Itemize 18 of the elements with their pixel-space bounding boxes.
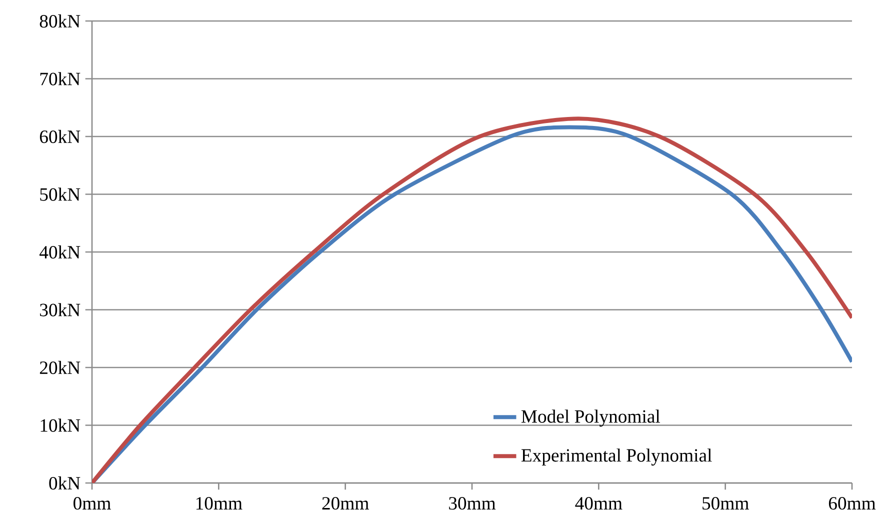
y-tick-label: 30kN [40,303,80,316]
y-tick-label: 60kN [40,130,80,144]
x-tick-label: 30mm [449,497,496,510]
x-tick-label: 20mm [322,497,369,510]
y-tick-label: 40kN [40,245,80,259]
y-tick-label: 10kN [40,418,80,432]
y-tick-label: 20kN [40,360,80,374]
x-tick-label: 10mm [196,497,242,510]
y-tick-label: 80kN [40,14,80,28]
y-tick-label: 0kN [49,476,80,490]
x-tick-label: 0mm [74,497,111,510]
x-tick-label: 40mm [575,497,622,510]
x-tick-label: 50mm [702,497,749,510]
x-tick-label: 60mm [828,497,876,510]
legend-label: Experimental Polynomial [521,448,712,466]
y-tick-label: 50kN [40,188,80,201]
y-tick-label: 70kN [40,72,80,86]
legend-label: Model Polynomial [521,410,660,427]
